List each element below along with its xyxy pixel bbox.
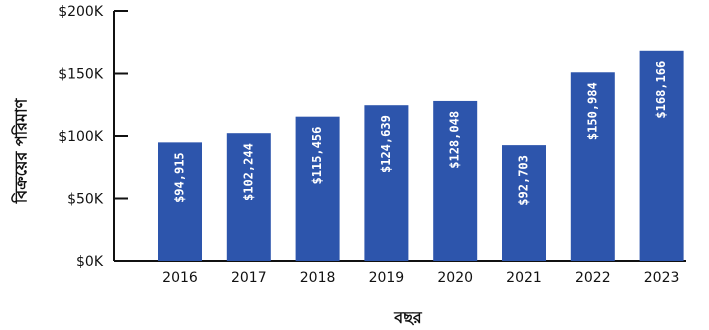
bar-value-label: $124,639: [379, 115, 393, 173]
bar-value-label: $150,984: [585, 82, 599, 140]
bar: [570, 72, 615, 262]
y-tick-label: $100K: [58, 129, 104, 145]
x-axis-title: বছর: [393, 308, 423, 327]
bar-value-label: $168,166: [654, 61, 668, 119]
bar: [364, 105, 409, 261]
x-tick-label: 2021: [506, 270, 542, 286]
x-tick-label: 2020: [437, 270, 473, 286]
y-tick-label: $200K: [58, 4, 104, 20]
y-tick-label: $150K: [58, 67, 104, 83]
bar: [639, 50, 684, 262]
y-tick-label: $0K: [76, 254, 104, 270]
y-axis: $0K $50K $100K $150K $200K: [58, 4, 128, 270]
x-tick-label: 2022: [575, 270, 611, 286]
bar: [433, 100, 478, 261]
x-tick-label: 2016: [162, 270, 198, 286]
y-axis-title: বিক্রয়ের পরিমাণ: [11, 97, 31, 204]
bar-value-label: $128,048: [448, 111, 462, 169]
x-tick-label: 2018: [300, 270, 336, 286]
bar: [502, 145, 546, 261]
bar: [226, 133, 271, 261]
bars: [158, 50, 684, 262]
bar: [158, 142, 202, 261]
bar-value-label: $92,703: [517, 155, 531, 206]
x-tick-label: 2019: [369, 270, 405, 286]
bar-labels: $94,915 $102,244 $115,456 $124,639 $128,048 $…: [173, 61, 669, 206]
x-axis: 2016 2017 2018 2019 2020 2021 2022 2023: [114, 260, 686, 286]
bar-value-label: $102,244: [241, 143, 255, 201]
bar-value-label: $115,456: [310, 127, 324, 185]
y-tick-label: $50K: [67, 192, 104, 208]
x-tick-label: 2017: [231, 270, 267, 286]
bar: [295, 116, 340, 262]
bar-value-label: $94,915: [173, 152, 187, 203]
x-tick-label: 2023: [644, 270, 680, 286]
